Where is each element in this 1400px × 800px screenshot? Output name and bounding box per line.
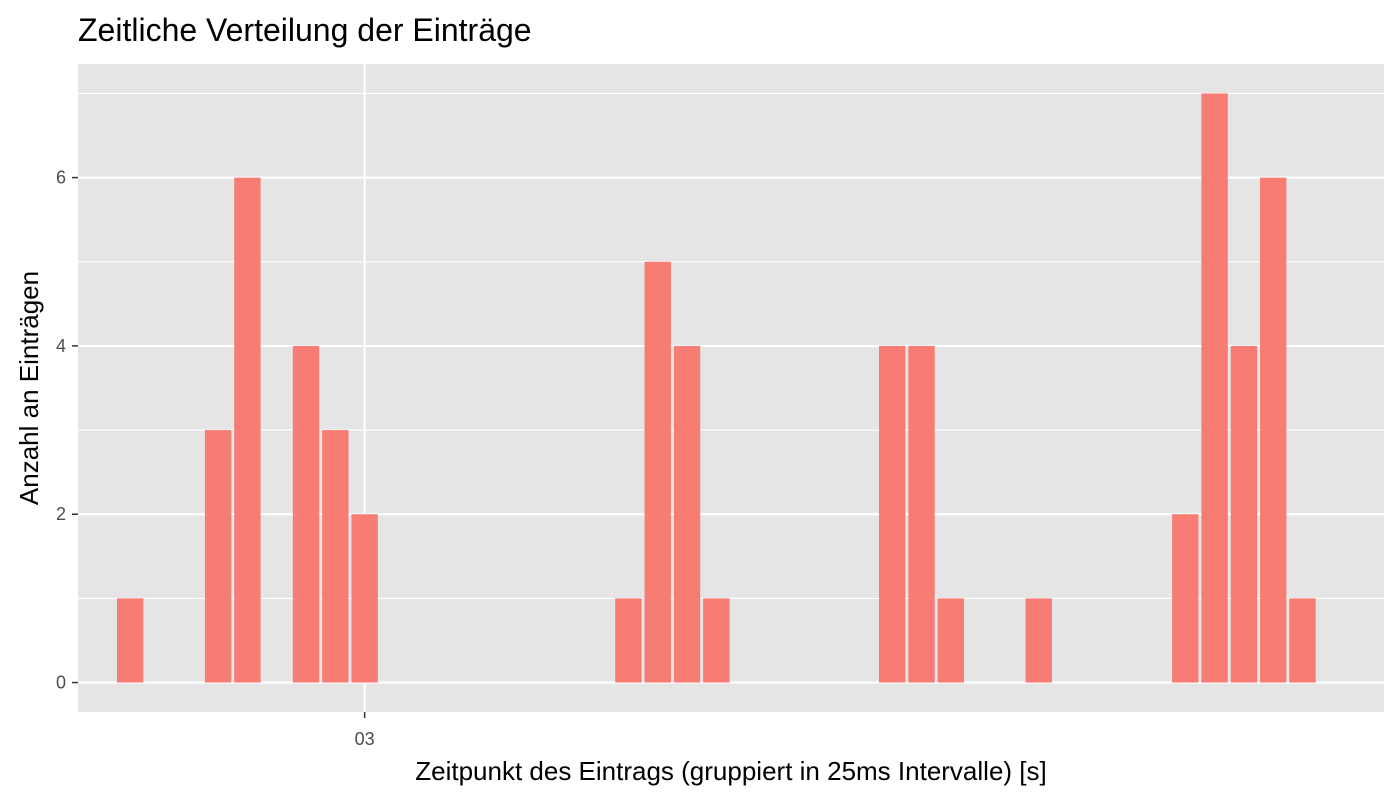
- bar: [703, 598, 730, 683]
- y-tick-label: 4: [56, 336, 66, 356]
- bar: [204, 430, 232, 683]
- bar: [1260, 177, 1287, 683]
- bar: [1201, 93, 1228, 683]
- y-tick-label: 6: [56, 168, 66, 188]
- bar: [351, 514, 378, 683]
- bar: [1025, 598, 1052, 683]
- grid-lines: [78, 64, 1384, 712]
- bar: [937, 598, 965, 683]
- axes: 0 2 4 6 03: [56, 168, 375, 749]
- bar: [1289, 598, 1316, 683]
- bar: [673, 345, 701, 683]
- bar: [1172, 514, 1199, 683]
- y-axis-title: Anzahl an Einträgen: [14, 271, 44, 505]
- x-axis-title: Zeitpunkt des Eintrags (gruppiert in 25m…: [415, 756, 1047, 786]
- bar: [615, 598, 642, 683]
- bar: [234, 177, 261, 683]
- bar: [644, 261, 671, 683]
- chart-title: Zeitliche Verteilung der Einträge: [78, 12, 532, 48]
- bar: [322, 430, 349, 683]
- bar: [1230, 345, 1258, 683]
- y-tick-label: 0: [56, 673, 66, 693]
- bars: [116, 93, 1316, 683]
- bar: [908, 345, 935, 683]
- bar: [116, 598, 144, 683]
- bar: [879, 345, 906, 683]
- x-tick-label: 03: [355, 729, 375, 749]
- y-tick-label: 2: [56, 504, 66, 524]
- bar: [292, 345, 320, 683]
